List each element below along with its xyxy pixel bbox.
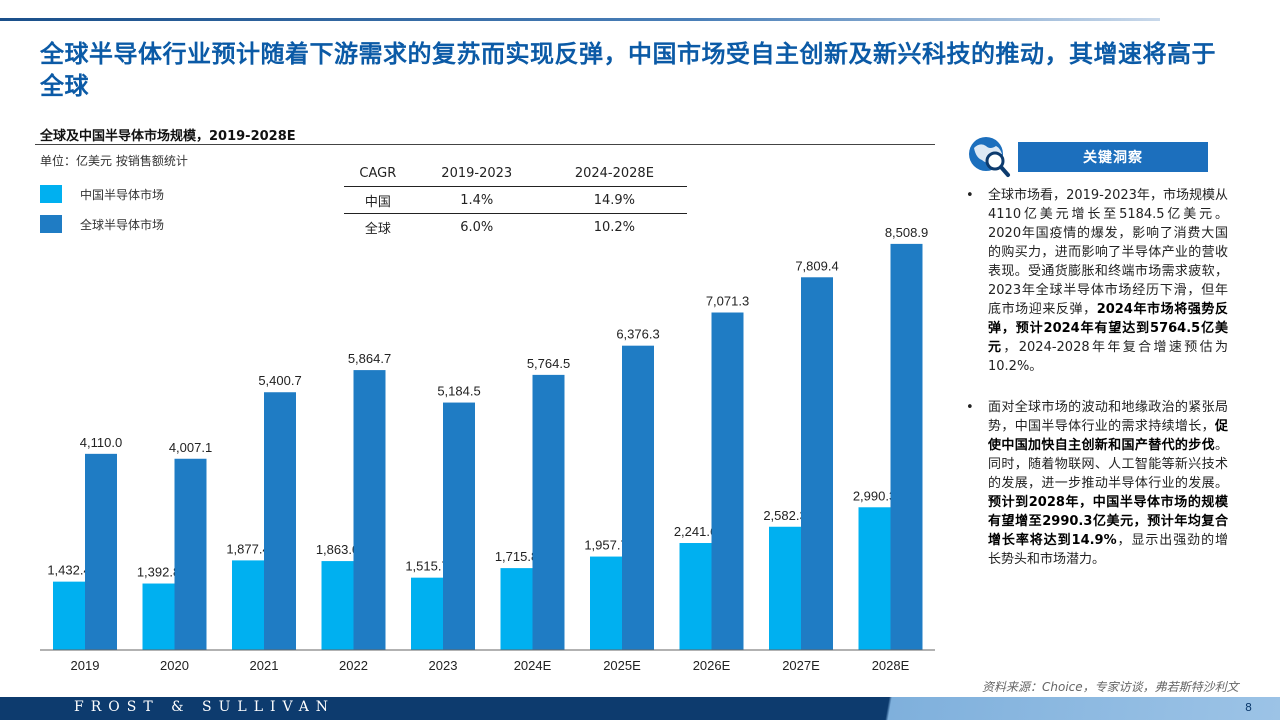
bar-china-2028E <box>858 507 891 650</box>
data-label-global-2023: 5,184.5 <box>437 384 480 399</box>
data-label-china-2023: 1,515.7 <box>405 559 448 574</box>
bullet-segment: 。同时，随着物联网、人工智能等新兴技术的发展，进一步推动半导体行业的发展。 <box>988 438 1228 491</box>
bar-china-2023 <box>411 577 443 650</box>
cagr-cell-region: 全球 <box>364 221 391 237</box>
data-label-global-2020: 4,007.1 <box>169 440 212 455</box>
bar-global-2024E <box>532 374 565 650</box>
cagr-cell-value: 1.4% <box>411 186 542 214</box>
cagr-cell-value: 6.0% <box>460 219 494 235</box>
x-tick-label: 2021 <box>250 658 279 673</box>
cagr-cell-region: 中国 <box>344 186 412 214</box>
bar-global-2027E <box>801 277 833 650</box>
bar-global-2020 <box>174 458 207 650</box>
legend-swatch-china <box>40 185 62 203</box>
footer-accent <box>720 697 1280 720</box>
data-label-global-2025E: 6,376.3 <box>616 327 659 342</box>
data-label-china-2021: 1,877.4 <box>226 541 269 556</box>
data-label-global-2021: 5,400.7 <box>258 373 301 388</box>
x-tick-label: 2020 <box>160 658 189 673</box>
bar-china-2021 <box>232 560 264 650</box>
source-note: 资料来源：Choice，专家访谈，弗若斯特沙利文 <box>982 680 1239 694</box>
x-tick-label: 2019 <box>71 658 100 673</box>
insight-header: 关键洞察 <box>966 134 1211 178</box>
bar-global-2028E <box>890 243 923 650</box>
x-tick-label: 2024E <box>514 658 552 673</box>
data-label-china-2025E: 1,957.7 <box>584 538 627 553</box>
footer-bar: FROST & SULLIVAN 8 <box>0 697 1280 720</box>
cagr-header-row: CAGR 2019-2023 2024-2028E <box>344 160 687 187</box>
cagr-cell-value: 10.2% <box>593 219 636 235</box>
globe-magnifier-icon <box>969 137 1010 177</box>
legend-swatch-global <box>40 215 62 233</box>
legend-label-global: 全球半导体市场 <box>80 217 165 232</box>
insight-bullet: • 面对全球市场的波动和地缘政治的紧张局势，中国半导体行业的需求持续增长，促使中国… <box>966 398 1228 569</box>
data-label-china-2022: 1,863.0 <box>316 542 359 557</box>
data-label-china-2024E: 1,715.8 <box>495 549 538 564</box>
cagr-header-label: CAGR <box>344 160 412 187</box>
bullet-segment: 面对全球市场的波动和地缘政治的紧张局势，中国半导体行业的需求持续增长， <box>988 400 1228 434</box>
bar-china-2027E <box>769 526 801 650</box>
legend-item-global: 全球半导体市场 <box>40 214 164 234</box>
bar-global-2026E <box>711 312 744 650</box>
bullet-segment: ，显示出强劲的增长势头和市场潜力。 <box>988 533 1228 567</box>
chart-title-divider <box>35 144 935 145</box>
x-tick-label: 2026E <box>693 658 731 673</box>
data-label-china-2020: 1,392.8 <box>137 565 180 580</box>
insight-title: 关键洞察 <box>1018 142 1208 172</box>
bar-global-2022 <box>353 370 386 650</box>
bar-china-2022 <box>321 561 354 650</box>
cagr-header-period-1: 2019-2023 <box>411 160 542 187</box>
bullet-segment: 全球市场看，2019-2023年，市场规模从4110亿美元增长至5184.5亿美… <box>988 188 1228 317</box>
data-label-global-2019: 4,110.0 <box>80 435 122 450</box>
insight-bullet: • 全球市场看，2019-2023年，市场规模从4110亿美元增长至5184.5亿… <box>966 186 1228 376</box>
x-tick-label: 2022 <box>339 658 368 673</box>
bar-china-2019 <box>53 581 85 650</box>
chart-legend: 中国半导体市场 全球半导体市场 <box>40 184 164 244</box>
cagr-cell-value: 14.9% <box>541 186 687 214</box>
unit-label: 单位：亿美元 按销售额统计 <box>40 154 188 168</box>
bar-china-2024E <box>500 568 533 650</box>
bar-global-2021 <box>264 392 296 650</box>
data-label-global-2026E: 7,071.3 <box>706 294 749 309</box>
bullet-highlight: 预计到2028年，中国半导体市场的规模有望增至2990.3亿美元，预计年均复合增… <box>988 495 1228 548</box>
data-label-global-2027E: 7,809.4 <box>795 258 838 273</box>
data-label-china-2019: 1,432.4 <box>47 563 90 578</box>
bar-global-2023 <box>443 402 475 650</box>
cagr-table: CAGR 2019-2023 2024-2028E 中国 1.4% 14.9% … <box>344 160 687 240</box>
bar-china-2026E <box>679 543 712 650</box>
x-tick-label: 2025E <box>603 658 641 673</box>
x-tick-label: 2027E <box>782 658 820 673</box>
top-rule <box>0 18 1160 21</box>
data-label-china-2026E: 2,241.6 <box>674 524 717 539</box>
insight-bullets: • 全球市场看，2019-2023年，市场规模从4110亿美元增长至5184.5亿… <box>966 186 1228 591</box>
page-title: 全球半导体行业预计随着下游需求的复苏而实现反弹，中国市场受自主创新及新兴科技的推… <box>40 40 1216 100</box>
bullet-highlight: 促使中国加快自主创新和国产替代的步伐 <box>988 419 1228 453</box>
cagr-header-period-2: 2024-2028E <box>541 160 687 187</box>
x-tick-label: 2028E <box>872 658 910 673</box>
bar-global-2019 <box>85 453 117 650</box>
x-tick-label: 2023 <box>429 658 458 673</box>
legend-item-china: 中国半导体市场 <box>40 184 164 204</box>
bullet-dot: • <box>966 188 974 203</box>
bullet-text: 面对全球市场的波动和地缘政治的紧张局势，中国半导体行业的需求持续增长，促使中国加… <box>988 398 1228 569</box>
bullet-dot: • <box>966 400 974 415</box>
data-label-global-2028E: 8,508.9 <box>885 225 928 240</box>
page-number: 8 <box>1245 701 1252 714</box>
data-label-global-2022: 5,864.7 <box>348 351 391 366</box>
data-label-china-2027E: 2,582.3 <box>763 508 806 523</box>
bullet-text: 全球市场看，2019-2023年，市场规模从4110亿美元增长至5184.5亿美… <box>988 186 1228 376</box>
bar-global-2025E <box>622 345 654 650</box>
bar-china-2020 <box>142 583 175 650</box>
legend-label-china: 中国半导体市场 <box>80 187 165 202</box>
data-label-china-2028E: 2,990.3 <box>853 488 896 503</box>
bullet-segment: ，2024-2028年年复合增速预估为10.2%。 <box>988 340 1228 374</box>
cagr-row-china: 中国 1.4% 14.9% <box>344 186 687 214</box>
chart-title: 全球及中国半导体市场规模，2019-2028E <box>40 129 296 144</box>
bar-china-2025E <box>590 556 622 650</box>
cagr-row-global: 全球 6.0% 10.2% <box>344 214 687 241</box>
bar-chart: 1,432.4 4,110.0 2019 1,392.8 4,007.1 2020 1,87… <box>40 225 935 673</box>
bullet-highlight: 2024年市场将强势反弹，预计2024年有望达到5764.5亿美元 <box>988 302 1228 355</box>
data-label-global-2024E: 5,764.5 <box>527 356 570 371</box>
brand-logo: FROST & SULLIVAN <box>74 699 336 715</box>
